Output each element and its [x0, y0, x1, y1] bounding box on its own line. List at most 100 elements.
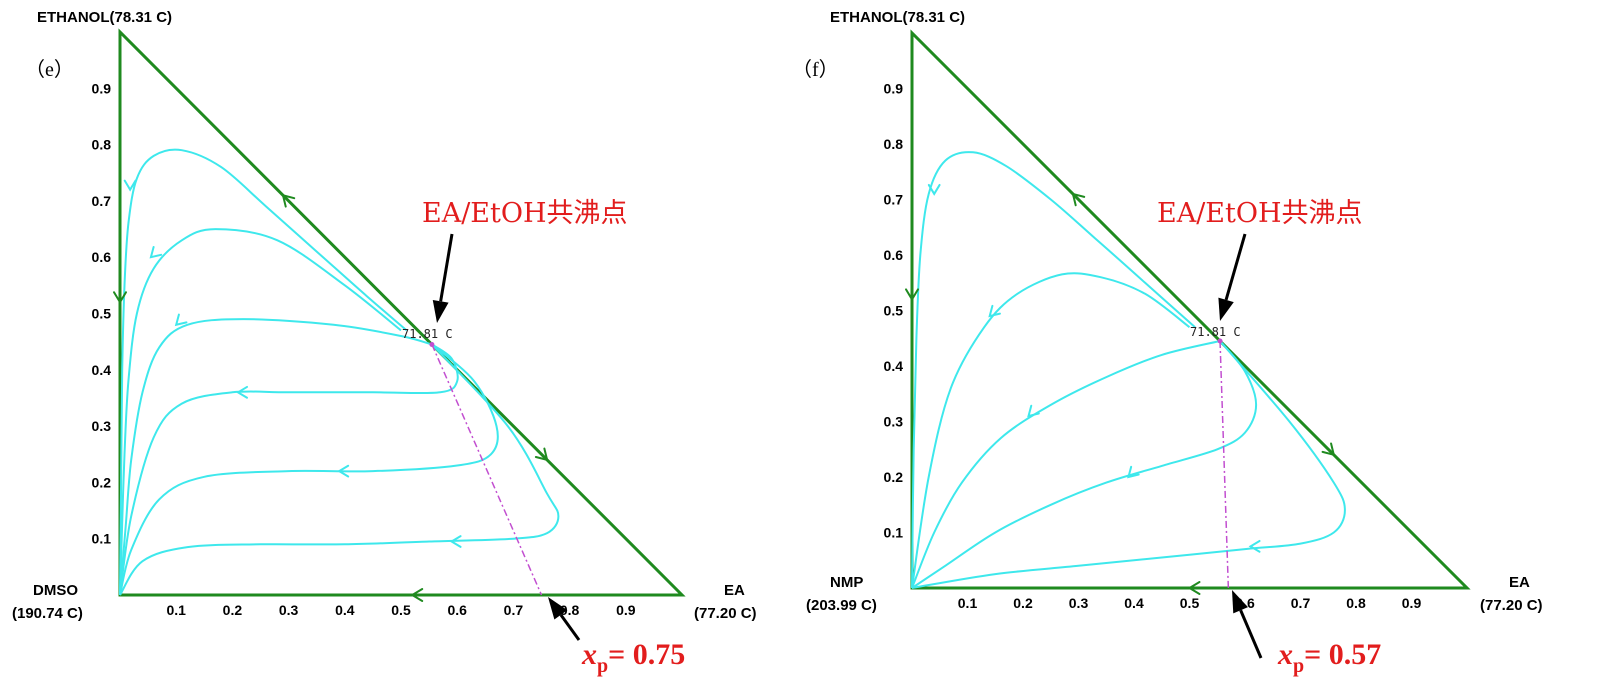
residue-curve [911, 340, 1221, 589]
distillation-boundary [1219, 340, 1230, 589]
distillation-boundary [431, 344, 543, 596]
arrow-head [1218, 297, 1234, 321]
plot-area [905, 29, 1471, 595]
residue-curve-arrow [988, 304, 1001, 318]
xp-annotation: xp= 0.75 [581, 638, 685, 677]
plot-area [113, 28, 686, 602]
xp-pointer-arrow [1232, 590, 1263, 659]
y-tick-label: 0.7 [92, 193, 112, 209]
residue-curve-arrow [449, 535, 462, 548]
y-tick-label: 0.2 [884, 469, 904, 485]
residue-curve [911, 272, 1191, 589]
edge-direction-arrow [1187, 581, 1201, 595]
arrow-shaft [1239, 609, 1263, 659]
residue-curve [911, 151, 1196, 589]
edge-direction-arrow [113, 291, 127, 305]
right-vertex-name: EA [1509, 574, 1530, 591]
residue-curve [911, 340, 1346, 589]
x-tick-label: 0.5 [391, 602, 411, 618]
top-vertex-label: ETHANOL(78.31 C) [37, 9, 172, 26]
edge-direction-arrow [534, 447, 549, 462]
x-tick-label: 0.8 [560, 602, 580, 618]
edge-direction-arrow [1321, 442, 1336, 457]
x-tick-label: 0.6 [447, 602, 467, 618]
residue-curve [119, 318, 433, 596]
x-tick-label: 0.2 [1013, 595, 1033, 611]
azeotrope-point [1217, 338, 1223, 344]
azeotrope-pointer-arrow [432, 233, 454, 323]
residue-curve-arrow [174, 313, 188, 327]
azeotrope-label: EA/EtOH共沸点 [1157, 198, 1363, 229]
left-vertex-temp: (190.74 C) [12, 605, 83, 622]
y-tick-label: 0.3 [92, 418, 112, 434]
x-tick-label: 0.7 [1291, 595, 1311, 611]
panel-label: （e） [25, 58, 74, 81]
y-tick-label: 0.4 [92, 362, 112, 378]
y-tick-label: 0.5 [92, 306, 112, 322]
residue-curve [119, 343, 459, 596]
x-tick-label: 0.4 [1124, 595, 1144, 611]
y-tick-label: 0.8 [92, 137, 112, 153]
y-tick-label: 0.9 [884, 81, 904, 97]
edge-direction-arrow [1071, 192, 1086, 207]
arrow-shaft [559, 613, 581, 641]
residue-curve [119, 343, 499, 596]
edge-direction-arrow [281, 193, 296, 208]
residue-curve-arrow [1127, 465, 1140, 479]
y-tick-label: 0.6 [92, 249, 112, 265]
ternary-panel-f: ETHANOL(78.31 C) （f） NMP (203.99 C) EA (… [800, 0, 1600, 699]
ternary-diagram-f: ETHANOL(78.31 C) （f） NMP (203.99 C) EA (… [800, 9, 1543, 677]
top-vertex-label: ETHANOL(78.31 C) [830, 9, 965, 26]
arrow-shaft [439, 233, 454, 302]
arrow-shaft [1224, 233, 1247, 301]
x-tick-label: 0.7 [504, 602, 524, 618]
xp-annotation: xp= 0.57 [1277, 638, 1381, 677]
x-tick-label: 0.8 [1346, 595, 1366, 611]
ternary-triangle [118, 28, 686, 597]
residue-curve-arrow [123, 179, 137, 192]
y-tick-label: 0.2 [92, 474, 112, 490]
edge-direction-arrow [905, 288, 919, 302]
residue-curve [119, 343, 560, 596]
y-tick-label: 0.4 [884, 358, 904, 374]
right-vertex-name: EA [724, 582, 745, 599]
residue-curve [119, 228, 402, 596]
y-tick-label: 0.8 [884, 136, 904, 152]
x-tick-label: 0.3 [1069, 595, 1089, 611]
azeotrope-point [429, 341, 435, 347]
ternary-diagram-e: ETHANOL(78.31 C) （e） DMSO (190.74 C) EA … [12, 9, 757, 677]
arrow-head [548, 597, 568, 620]
x-tick-label: 0.1 [958, 595, 978, 611]
azeotrope-label: EA/EtOH共沸点 [422, 198, 628, 229]
right-vertex-temp: (77.20 C) [694, 605, 757, 622]
x-tick-label: 0.2 [223, 602, 243, 618]
right-vertex-temp: (77.20 C) [1480, 597, 1543, 614]
azeotrope-temperature: 71.81 C [1190, 325, 1241, 339]
panel-label: （f） [800, 58, 839, 81]
y-tick-label: 0.1 [884, 525, 904, 541]
y-tick-label: 0.1 [92, 531, 112, 547]
residue-curve [911, 340, 1258, 589]
y-tick-label: 0.3 [884, 414, 904, 430]
residue-curve-arrow [1248, 539, 1261, 553]
residue-curve-arrow [1027, 404, 1040, 418]
residue-curve-arrow [236, 385, 249, 399]
y-tick-label: 0.9 [92, 80, 112, 96]
x-tick-label: 0.5 [1180, 595, 1200, 611]
residue-curve-arrow [149, 246, 163, 259]
arrow-head [1232, 590, 1248, 614]
y-tick-label: 0.6 [884, 247, 904, 263]
residue-curve-arrow [927, 183, 941, 196]
xp-pointer-arrow [548, 597, 581, 641]
x-tick-label: 0.9 [1402, 595, 1422, 611]
arrow-head [432, 299, 449, 323]
ternary-panel-e: ETHANOL(78.31 C) （e） DMSO (190.74 C) EA … [12, 9, 757, 677]
residue-curve-arrow [337, 464, 350, 478]
x-tick-label: 0.9 [616, 602, 636, 618]
y-tick-label: 0.5 [884, 303, 904, 319]
residue-curve [119, 148, 408, 596]
edge-direction-arrow [410, 588, 424, 602]
left-vertex-name: NMP [830, 574, 863, 591]
azeotrope-temperature: 71.81 C [402, 327, 453, 341]
left-vertex-temp: (203.99 C) [806, 597, 877, 614]
